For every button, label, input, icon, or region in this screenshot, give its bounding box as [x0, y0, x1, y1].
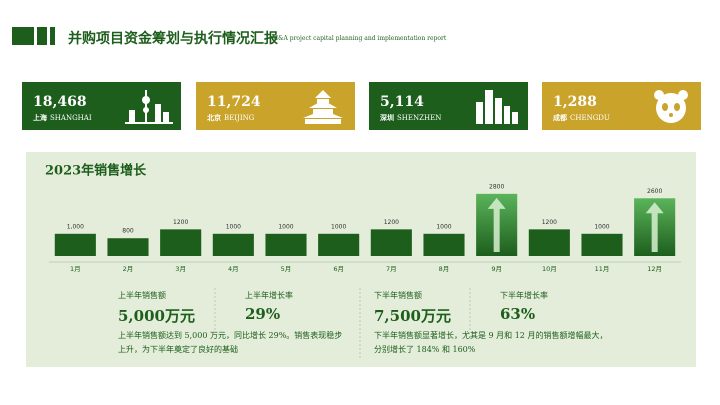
- value-label: 1200: [173, 219, 188, 226]
- value-label: 1200: [542, 219, 557, 226]
- title-block: [50, 27, 55, 45]
- tower-icon: [476, 90, 518, 124]
- city-value: 11,724: [207, 94, 261, 110]
- note: 下半年销售额显著增长，尤其是 9 月和 12 月的销售额增幅最大，分别增长了 1…: [374, 331, 608, 354]
- value-label: 1000: [594, 223, 609, 230]
- chart-title: 2023年销售增长: [45, 163, 147, 179]
- title-block: [37, 27, 47, 45]
- bar: [423, 233, 465, 256]
- kpi-value: 7,500万元: [374, 307, 451, 325]
- kpi-label: 下半年销售额: [374, 291, 422, 300]
- bar: [54, 233, 96, 256]
- value-label: 1000: [226, 223, 241, 230]
- note: 上半年销售额达到 5,000 万元，同比增长 29%。销售表现稳步上升，为下半年…: [118, 331, 343, 354]
- x-tick-label: 6月: [333, 265, 344, 273]
- kpi-value: 5,000万元: [118, 307, 195, 325]
- value-label: 1000: [436, 223, 451, 230]
- value-label: 1000: [331, 223, 346, 230]
- x-tick-label: 9月: [491, 265, 502, 273]
- city-card: 11,724 北京 BEIJING: [196, 82, 355, 130]
- x-tick-label: 8月: [439, 265, 450, 273]
- growth-arrow: [645, 202, 664, 252]
- x-tick-label: 12月: [647, 265, 662, 273]
- kpi-label: 上半年增长率: [245, 291, 293, 300]
- x-tick-label: 2月: [123, 265, 134, 273]
- x-tick-label: 5月: [281, 265, 292, 273]
- bar: [265, 233, 307, 256]
- city-name-en: SHANGHAI: [50, 114, 92, 122]
- city-name-en: BEIJING: [224, 114, 255, 122]
- bar: [160, 229, 202, 256]
- subtitle: M&A project capital planning and impleme…: [272, 35, 447, 42]
- city-name: 成都 CHENGDU: [553, 113, 610, 123]
- value-label: 1,000: [67, 223, 84, 230]
- panda-icon: [654, 90, 688, 123]
- kpi-label: 上半年销售额: [118, 291, 166, 300]
- city-value: 1,288: [553, 94, 597, 110]
- x-tick-label: 7月: [386, 265, 397, 273]
- city-name-cn: 上海: [33, 113, 47, 122]
- bar: [107, 238, 149, 256]
- x-tick-label: 10月: [542, 265, 557, 273]
- city-card: 5,114 深圳 SHENZHEN: [369, 82, 528, 130]
- city-name-cn: 成都: [553, 113, 567, 122]
- x-tick-label: 3月: [175, 265, 186, 273]
- temple-icon: [303, 90, 343, 124]
- city-card: 1,288 成都 CHENGDU: [542, 82, 701, 130]
- skyline-icon: [125, 90, 173, 124]
- kpi-value: 29%: [245, 305, 281, 323]
- city-name-en: CHENGDU: [570, 114, 610, 122]
- x-tick-label: 1月: [70, 265, 81, 273]
- value-label: 2600: [647, 188, 662, 195]
- value-label: 1200: [384, 219, 399, 226]
- growth-arrow: [487, 197, 506, 252]
- city-name: 上海 SHANGHAI: [33, 113, 92, 123]
- bar: [318, 233, 360, 256]
- city-value: 5,114: [380, 94, 424, 110]
- value-label: 2800: [489, 183, 504, 190]
- city-name: 深圳 SHENZHEN: [380, 113, 441, 123]
- bar: [370, 229, 412, 256]
- title-block: [12, 27, 34, 45]
- city-name: 北京 BEIJING: [207, 113, 254, 123]
- value-label: 1000: [278, 223, 293, 230]
- city-name-cn: 北京: [207, 113, 221, 122]
- kpi-label: 下半年增长率: [500, 291, 548, 300]
- x-tick-label: 4月: [228, 265, 239, 273]
- kpi-value: 63%: [500, 305, 536, 323]
- panel: [26, 152, 696, 367]
- city-name-en: SHENZHEN: [397, 114, 442, 122]
- city-name-cn: 深圳: [380, 113, 394, 122]
- city-card: 18,468 上海 SHANGHAI: [22, 82, 181, 130]
- value-label: 800: [122, 228, 134, 235]
- city-value: 18,468: [33, 94, 87, 110]
- bar: [528, 229, 570, 256]
- title: 并购项目资金筹划与执行情况汇报: [68, 31, 278, 47]
- bar: [581, 233, 623, 256]
- x-tick-label: 11月: [595, 265, 610, 273]
- bar: [212, 233, 254, 256]
